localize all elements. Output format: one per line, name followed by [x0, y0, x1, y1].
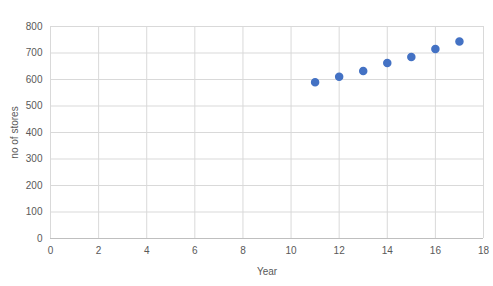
svg-text:600: 600	[26, 74, 43, 85]
svg-text:500: 500	[26, 100, 43, 111]
svg-text:200: 200	[26, 180, 43, 191]
svg-text:10: 10	[285, 245, 297, 256]
svg-text:6: 6	[192, 245, 198, 256]
svg-text:100: 100	[26, 206, 43, 217]
svg-text:400: 400	[26, 127, 43, 138]
svg-text:0: 0	[37, 233, 43, 244]
svg-text:14: 14	[382, 245, 394, 256]
svg-text:4: 4	[144, 245, 150, 256]
svg-text:300: 300	[26, 153, 43, 164]
svg-text:800: 800	[26, 21, 43, 32]
svg-text:16: 16	[430, 245, 442, 256]
svg-text:8: 8	[240, 245, 246, 256]
svg-text:2: 2	[96, 245, 102, 256]
svg-text:12: 12	[334, 245, 346, 256]
svg-text:18: 18	[478, 245, 490, 256]
svg-text:no of stores: no of stores	[9, 106, 20, 158]
svg-text:700: 700	[26, 47, 43, 58]
svg-text:Year: Year	[257, 266, 278, 277]
svg-text:0: 0	[48, 245, 54, 256]
